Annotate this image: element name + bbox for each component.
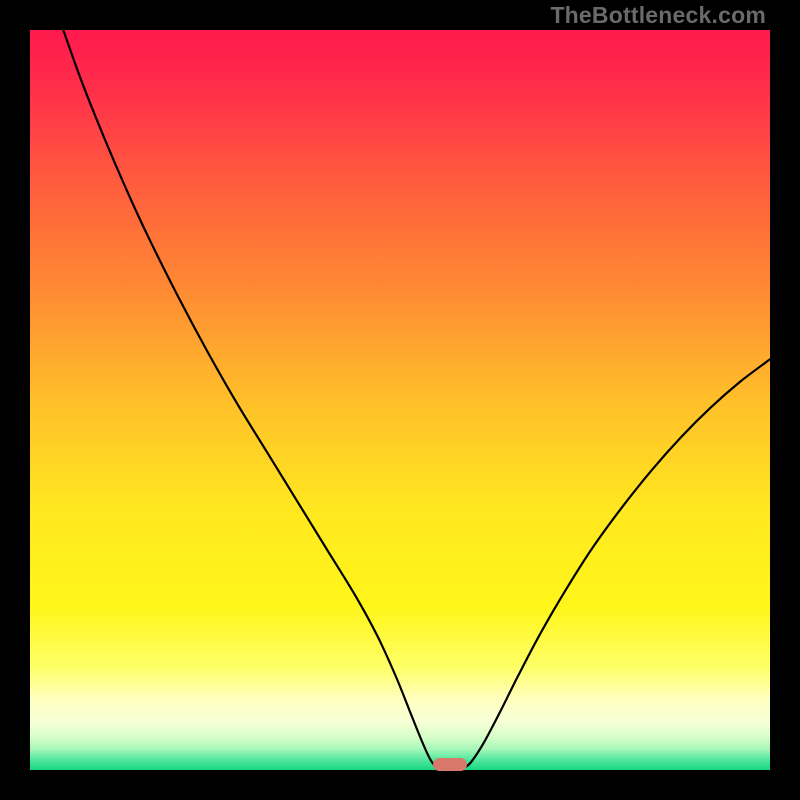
bottleneck-curve bbox=[30, 30, 770, 770]
plot-area bbox=[30, 30, 770, 770]
watermark-label: TheBottleneck.com bbox=[550, 2, 766, 29]
chart-frame: TheBottleneck.com bbox=[0, 0, 800, 800]
minimum-marker bbox=[433, 758, 467, 771]
